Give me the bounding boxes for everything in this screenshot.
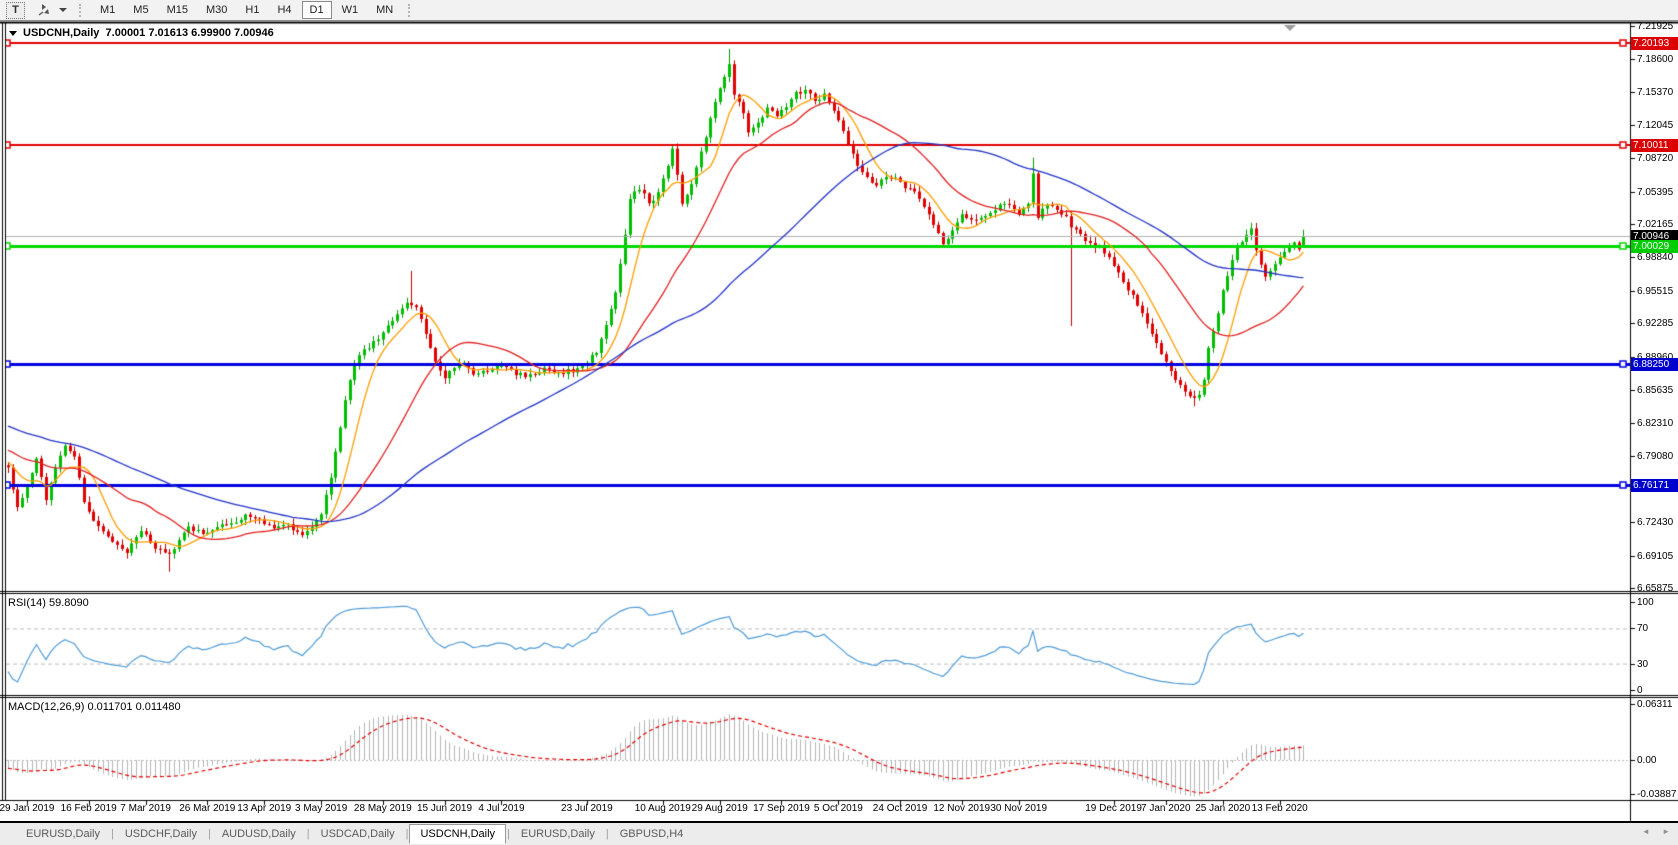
- price-tick-label: 6.95515: [1637, 285, 1674, 297]
- price-tick-label: 7.08720: [1637, 153, 1674, 165]
- dropdown-caret-icon: [59, 8, 67, 12]
- timeframe-button-H1[interactable]: H1: [245, 4, 260, 16]
- date-tick-label: 10 Aug 2019: [634, 803, 691, 814]
- price-tick-label: 6.65875: [1637, 583, 1674, 594]
- price-tick-label: 6.79080: [1637, 450, 1674, 462]
- toolbar-separator: [79, 3, 83, 17]
- price-tick-label: 7.12045: [1637, 120, 1674, 132]
- timeframe-button-M1[interactable]: M1: [100, 4, 116, 16]
- date-tick-label: 29 Jan 2019: [0, 803, 55, 814]
- timeframe-button-MN[interactable]: MN: [376, 4, 394, 16]
- chart-ohlc-values: 7.00001 7.01613 6.99900 7.00946: [105, 27, 274, 39]
- chart-title: USDCNH,Daily 7.00001 7.01613 6.99900 7.0…: [9, 27, 274, 39]
- drawing-tools-button[interactable]: [37, 3, 67, 17]
- rsi-tick-label: 100: [1637, 597, 1654, 608]
- price-tick-label: 6.82310: [1637, 418, 1674, 430]
- date-tick-label: 13 Feb 2020: [1251, 803, 1308, 814]
- text-tool-button[interactable]: T: [6, 1, 25, 19]
- date-tick-label: 29 Aug 2019: [691, 803, 748, 814]
- timeframe-button-D1[interactable]: D1: [301, 1, 332, 19]
- date-tick-label: 28 May 2019: [353, 803, 412, 814]
- timeframe-button-group: M1 M5 M15 M30 H1 H4 D1 W1 MN: [91, 1, 402, 19]
- top-toolbar: T M1 M5 M15 M30 H1 H4 D1 W1 MN: [0, 0, 1678, 21]
- price-tick-label: 7.15370: [1637, 86, 1674, 98]
- date-tick-label: 24 Oct 2019: [872, 803, 928, 814]
- macd-indicator-label: MACD(12,26,9) 0.011701 0.011480: [8, 701, 181, 713]
- level-price-label: 6.76171: [1631, 478, 1678, 492]
- price-tick-label: 6.92285: [1637, 318, 1674, 330]
- rsi-tick-label: 0: [1637, 685, 1643, 696]
- macd-tick-label: 0.06311: [1637, 699, 1673, 711]
- level-price-label: 7.20193: [1631, 37, 1678, 51]
- chart-tab-AUDUSD-Daily[interactable]: AUDUSD,Daily: [221, 828, 296, 840]
- tab-separator: |: [110, 828, 114, 840]
- date-tick-label: 19 Dec 2019: [1085, 803, 1142, 814]
- price-tick-label: 7.05395: [1637, 186, 1674, 198]
- date-tick-label: 5 Oct 2019: [813, 803, 863, 814]
- collapse-triangle-icon[interactable]: [9, 30, 17, 36]
- date-tick-label: 7 Jan 2020: [1141, 803, 1191, 814]
- chart-tab-USDCAD-Daily[interactable]: USDCAD,Daily: [320, 828, 395, 840]
- date-tick-label: 17 Sep 2019: [753, 803, 810, 814]
- date-tick-label: 4 Jul 2019: [478, 803, 525, 814]
- tab-separator: |: [605, 828, 609, 840]
- date-tick-label: 15 Jun 2019: [417, 803, 473, 814]
- date-tick-label: 26 Mar 2019: [179, 803, 236, 814]
- price-tick-label: 7.21925: [1637, 21, 1674, 32]
- tab-scroll-arrows: ◄ ►: [1632, 827, 1670, 836]
- date-tick-label: 3 May 2019: [295, 803, 348, 814]
- chart-tab-EURUSD-Daily[interactable]: EURUSD,Daily: [26, 828, 100, 840]
- timeframe-button-M5[interactable]: M5: [133, 4, 149, 16]
- chart-tab-GBPUSD-H4[interactable]: GBPUSD,H4: [619, 828, 684, 840]
- date-tick-label: 25 Jan 2020: [1195, 803, 1251, 814]
- price-tick-label: 6.69105: [1637, 550, 1674, 562]
- chart-symbol-label: USDCNH,Daily: [23, 27, 100, 39]
- date-tick-label: 23 Jul 2019: [561, 803, 613, 814]
- level-price-label: 7.00029: [1631, 239, 1678, 253]
- date-tick-label: 13 Apr 2019: [237, 803, 292, 814]
- timeframe-button-M15[interactable]: M15: [166, 4, 188, 16]
- price-tick-label: 6.72430: [1637, 517, 1674, 529]
- rsi-tick-label: 70: [1637, 623, 1649, 635]
- tab-separator: |: [405, 828, 409, 840]
- rsi-indicator-label: RSI(14) 59.8090: [8, 597, 89, 609]
- price-tick-label: 7.18600: [1637, 54, 1674, 66]
- macd-tick-label: 0.00: [1637, 755, 1657, 766]
- price-tick-label: 7.02165: [1637, 219, 1674, 231]
- date-tick-label: 7 Mar 2019: [120, 803, 171, 814]
- price-tick-label: 6.98840: [1637, 252, 1674, 264]
- timeframe-button-W1[interactable]: W1: [341, 4, 359, 16]
- rsi-tick-label: 30: [1637, 658, 1649, 670]
- price-tick-label: 6.88960: [1637, 352, 1673, 363]
- tab-separator: |: [306, 828, 310, 840]
- chart-tab-USDCNH-Daily[interactable]: USDCNH,Daily: [409, 824, 507, 844]
- toolbar-separator: [408, 3, 412, 17]
- macd-tick-label: -0.03887: [1637, 789, 1677, 801]
- tab-scroll-right-icon[interactable]: ►: [1662, 827, 1670, 836]
- tab-scroll-left-icon[interactable]: ◄: [1641, 827, 1650, 836]
- date-tick-label: 12 Nov 2019: [933, 803, 991, 814]
- level-price-label: 6.88250: [1631, 357, 1678, 371]
- chart-tab-EURUSD-Daily[interactable]: EURUSD,Daily: [520, 828, 595, 840]
- price-tick-label: 6.85635: [1637, 384, 1674, 396]
- chart-tab-USDCHF-Daily[interactable]: USDCHF,Daily: [124, 828, 197, 840]
- diamond-arrows-icon: [38, 4, 49, 16]
- date-tick-label: 16 Feb 2019: [60, 803, 117, 814]
- chart-tab-bar: EURUSD,Daily | USDCHF,Daily | AUDUSD,Daily | U…: [0, 821, 1678, 845]
- timeframe-button-H4[interactable]: H4: [277, 4, 292, 16]
- timeframe-button-M30[interactable]: M30: [205, 4, 228, 16]
- date-tick-label: 30 Nov 2019: [990, 803, 1048, 814]
- level-price-label: 7.10011: [1631, 139, 1678, 153]
- tab-separator: |: [207, 828, 211, 840]
- tab-separator: |: [507, 828, 510, 840]
